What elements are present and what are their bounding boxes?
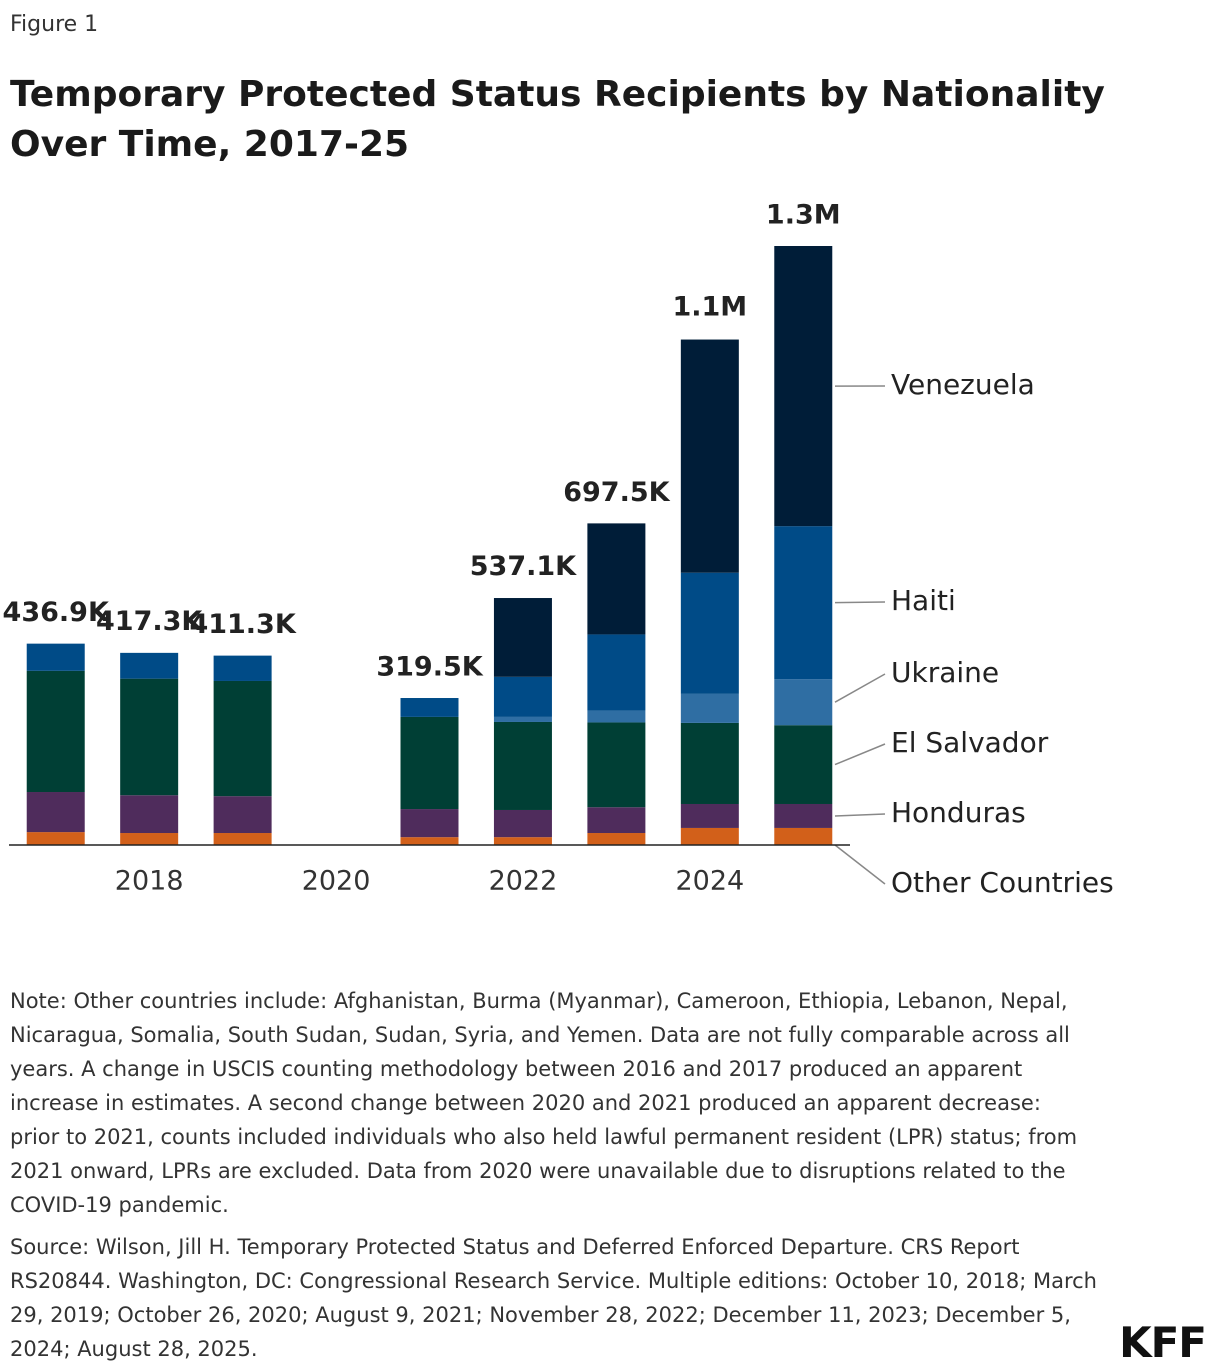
bar-segment (213, 655, 272, 681)
legend-leader (834, 601, 886, 604)
legend-label: Honduras (891, 796, 1026, 829)
legend-label: Venezuela (891, 368, 1035, 401)
bar-segment (587, 807, 646, 834)
total-label: 537.1K (470, 551, 577, 582)
bar-segment (400, 809, 459, 838)
chart-title: Temporary Protected Status Recipients by… (10, 74, 1105, 165)
bar-segment (680, 572, 739, 694)
legend-leader (834, 673, 886, 703)
total-label: 697.5K (563, 477, 670, 508)
legend-label: Haiti (891, 584, 956, 617)
bar-segment (774, 246, 833, 527)
bar-segment (213, 796, 272, 834)
bar-segment (400, 698, 459, 717)
logo: KFF (1119, 1318, 1207, 1367)
bar-segment (774, 827, 833, 845)
bar-segment (493, 676, 552, 717)
bar-segment (493, 598, 552, 677)
bar-segment (26, 832, 85, 845)
total-label: 319.5K (376, 651, 483, 682)
total-label: 417.3K (96, 606, 203, 637)
bar-segment (493, 809, 552, 838)
bar-segment (493, 721, 552, 810)
bar-segment (680, 693, 739, 723)
legend-label: Other Countries (891, 866, 1114, 899)
x-tick-label: 2020 (302, 866, 371, 897)
total-label: 1.1M (672, 292, 747, 323)
note: Note: Other countries include: Afghanist… (10, 989, 1078, 1217)
bar-segment (26, 792, 85, 833)
bar-segment (213, 680, 272, 797)
legend-leader (834, 743, 886, 766)
total-label: 411.3K (189, 609, 296, 640)
bar-segment (26, 643, 85, 671)
x-tick-label: 2018 (115, 866, 184, 897)
bar-segment (774, 725, 833, 804)
bar-segment (774, 679, 833, 726)
bar-segment (680, 827, 739, 845)
bar-segment (400, 716, 459, 810)
bar-segment (400, 837, 459, 845)
bar-segment (493, 716, 552, 722)
bar-segment (213, 833, 272, 845)
bar-segment (587, 833, 646, 845)
total-label: 1.3M (766, 200, 841, 231)
figure-label: Figure 1 (10, 12, 99, 37)
bar-segment (587, 634, 646, 711)
bar-segment (587, 722, 646, 808)
bar-segment (120, 795, 179, 834)
source: Source: Wilson, Jill H. Temporary Protec… (10, 1235, 1097, 1361)
total-label: 436.9K (3, 597, 110, 628)
legend-label: El Salvador (891, 726, 1049, 759)
bar-segment (774, 803, 833, 828)
bar-segment (26, 670, 85, 793)
bar-segment (680, 803, 739, 828)
legend-leader (834, 813, 886, 817)
legend-label: Ukraine (891, 656, 999, 689)
bar-segment (120, 678, 179, 796)
bar-segment (120, 833, 179, 845)
x-tick-label: 2024 (675, 866, 744, 897)
bar-segment (120, 652, 179, 679)
legend-leader (834, 844, 886, 885)
bar-segment (587, 710, 646, 723)
bar-segment (774, 526, 833, 680)
bar-segment (680, 339, 739, 573)
x-tick-label: 2022 (489, 866, 558, 897)
bar-segment (587, 523, 646, 635)
bar-segment (493, 837, 552, 845)
bar-segment (680, 722, 739, 804)
